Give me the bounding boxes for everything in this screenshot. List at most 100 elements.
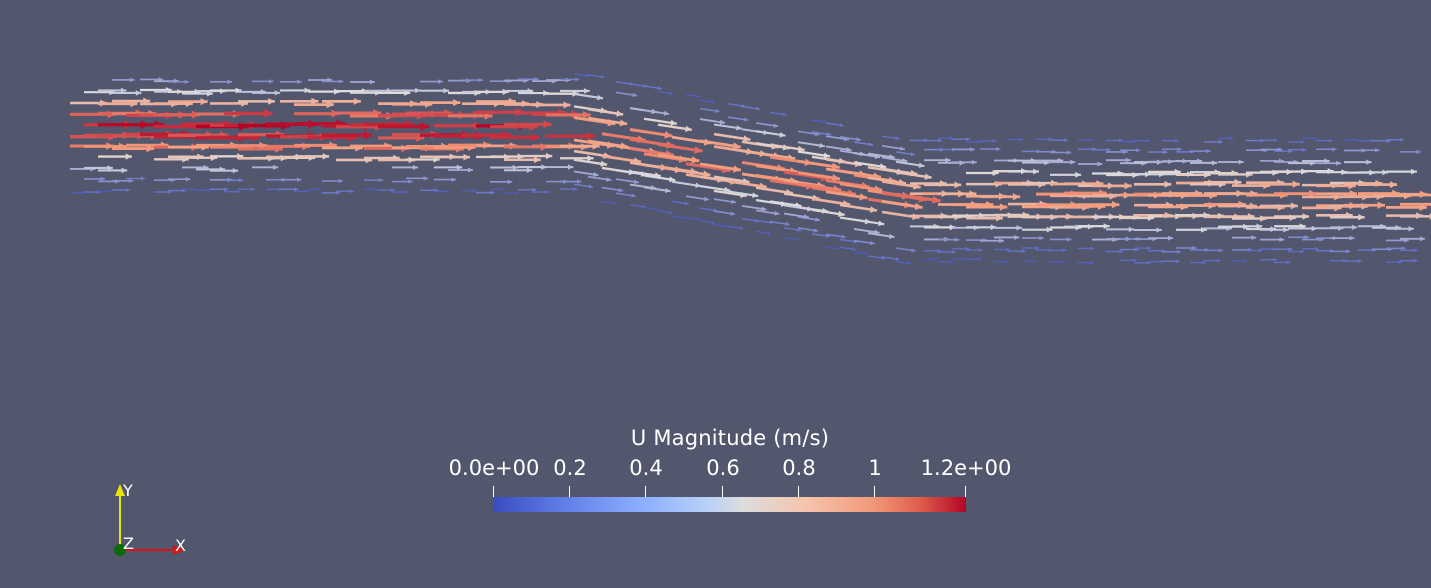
arrow-glyph (601, 200, 617, 205)
arrow-glyph (1134, 180, 1172, 188)
arrow-glyph (881, 256, 900, 261)
arrow-glyph (1260, 257, 1278, 262)
arrow-glyph (294, 101, 334, 109)
arrow-glyph (364, 178, 384, 183)
arrow-glyph (699, 220, 716, 225)
arrow-glyph (657, 153, 700, 164)
arrow-glyph (98, 167, 128, 174)
arrow-glyph (1274, 213, 1309, 220)
arrow-glyph (70, 191, 85, 195)
arrow-glyph (980, 238, 1004, 244)
arrow-glyph (1260, 180, 1300, 188)
arrow-glyph (671, 180, 702, 189)
arrow-glyph (546, 164, 574, 170)
arrow-glyph (434, 189, 450, 194)
arrow-glyph (364, 187, 379, 191)
arrow-glyph (1106, 157, 1131, 163)
arrow-glyph (1162, 147, 1182, 152)
arrow-glyph (881, 144, 906, 151)
arrow-glyph (573, 158, 608, 167)
arrow-glyph (1246, 248, 1263, 253)
arrow-glyph (797, 150, 831, 159)
arrow-glyph (601, 186, 624, 193)
arrow-glyph (392, 190, 408, 194)
arrow-glyph (1078, 161, 1103, 167)
arrow-glyph (1050, 260, 1065, 264)
arrow-glyph (98, 189, 112, 193)
arrow-glyph (1050, 150, 1072, 155)
arrow-glyph (112, 90, 142, 96)
arrow-glyph (1358, 147, 1380, 153)
arrow-glyph (825, 145, 852, 152)
arrow-glyph (769, 143, 805, 153)
arrow-glyph (952, 257, 966, 261)
arrow-glyph (420, 99, 461, 107)
arrow-glyph (1316, 138, 1333, 143)
arrow-glyph (406, 176, 429, 181)
arrow-glyph (1106, 138, 1123, 143)
arrow-glyph (1274, 260, 1291, 265)
arrow-glyph (280, 187, 299, 192)
arrow-glyph (853, 218, 885, 227)
arrow-glyph (490, 133, 540, 142)
arrow-glyph (434, 164, 463, 171)
arrow-glyph (434, 153, 471, 161)
arrow-glyph (825, 246, 840, 251)
arrow-glyph (573, 92, 604, 101)
arrow-glyph (573, 73, 590, 78)
arrow-glyph (1204, 258, 1221, 263)
arrow-glyph (1218, 136, 1234, 140)
arrow-glyph (629, 204, 647, 209)
arrow-glyph (1134, 260, 1151, 265)
color-legend: U Magnitude (m/s) 0.0e+00 0.2 0.4 0.6 0.… (440, 420, 1020, 520)
arrow-glyph (629, 128, 673, 139)
arrow-glyph (1120, 139, 1135, 144)
arrow-glyph (490, 179, 513, 185)
tick-mark (874, 486, 875, 503)
arrow-glyph (994, 225, 1022, 231)
arrow-glyph (1344, 159, 1372, 165)
arrow-glyph (504, 120, 552, 129)
arrow-glyph (1022, 235, 1044, 241)
arrow-glyph (1022, 226, 1053, 233)
arrow-glyph (825, 233, 846, 239)
arrow-glyph (1134, 138, 1150, 143)
arrow-glyph (84, 165, 113, 171)
arrow-glyph (322, 178, 343, 184)
z-axis-label: Z (123, 534, 134, 553)
arrow-glyph (112, 77, 135, 83)
arrow-glyph (643, 186, 671, 194)
arrow-glyph (1008, 249, 1026, 254)
arrow-glyph (1386, 246, 1406, 251)
arrow-glyph (504, 156, 541, 164)
arrow-glyph (727, 190, 759, 199)
arrow-glyph (881, 199, 923, 210)
arrow-glyph (839, 246, 856, 251)
tick-mark (798, 486, 799, 503)
arrow-glyph (126, 176, 145, 181)
tick-label: 0.4 (629, 456, 663, 480)
arrow-glyph (1330, 249, 1351, 254)
arrow-glyph (1106, 226, 1135, 233)
arrow-glyph (1050, 237, 1072, 242)
arrow-glyph (1008, 137, 1024, 142)
arrow-glyph (224, 178, 244, 183)
arrow-glyph (1330, 214, 1365, 221)
arrow-glyph (1386, 226, 1414, 232)
arrow-glyph (811, 208, 845, 217)
arrow-glyph (518, 187, 537, 192)
arrow-glyph (741, 105, 761, 111)
arrow-glyph (1288, 235, 1309, 240)
arrow-glyph (392, 87, 421, 94)
arrow-glyph (825, 122, 844, 128)
arrow-glyph (462, 77, 483, 83)
arrow-glyph (112, 144, 154, 153)
arrow-glyph (952, 147, 975, 152)
arrow-glyph (1358, 169, 1389, 176)
arrow-glyph (112, 187, 130, 192)
arrow-glyph (168, 79, 189, 85)
arrow-glyph (966, 203, 1008, 211)
arrow-glyph (98, 87, 127, 94)
